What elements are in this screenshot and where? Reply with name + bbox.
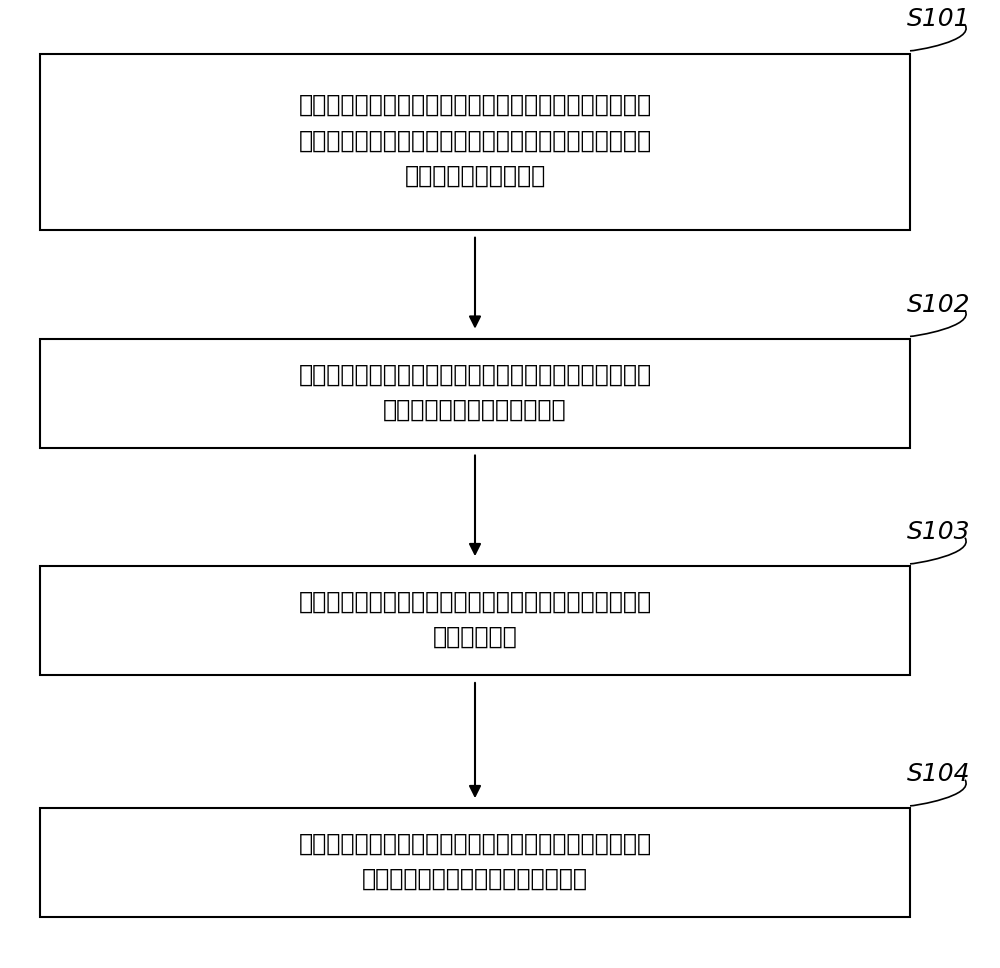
Text: S103: S103 [906,521,970,544]
Text: 根据获取的用电负荷以及所述需求控制指令，控制各个电
热水器设备的温度上下限和开关状态: 根据获取的用电负荷以及所述需求控制指令，控制各个电 热水器设备的温度上下限和开关… [298,832,652,892]
FancyBboxPatch shape [40,808,910,918]
FancyBboxPatch shape [40,54,910,230]
Text: S101: S101 [906,7,970,31]
Text: 如果所述电热水器设备未处于用水状态，则获取其当前时
刻的用电负荷: 如果所述电热水器设备未处于用水状态，则获取其当前时 刻的用电负荷 [298,590,652,650]
Text: S104: S104 [906,763,970,786]
FancyBboxPatch shape [40,566,910,676]
Text: 对各个电热水器设备进行建模，生成电热水器设备的聚合
负荷需求模型，根据所述聚合负荷需求模型，计算各个电
热水器设备的用电负荷: 对各个电热水器设备进行建模，生成电热水器设备的聚合 负荷需求模型，根据所述聚合负… [298,93,652,188]
Text: S102: S102 [906,292,970,317]
Text: 当接收到供电方发出的负荷调节指令时，判断所述各个电
热水器设备是否处于用水状态: 当接收到供电方发出的负荷调节指令时，判断所述各个电 热水器设备是否处于用水状态 [298,362,652,422]
FancyBboxPatch shape [40,339,910,447]
